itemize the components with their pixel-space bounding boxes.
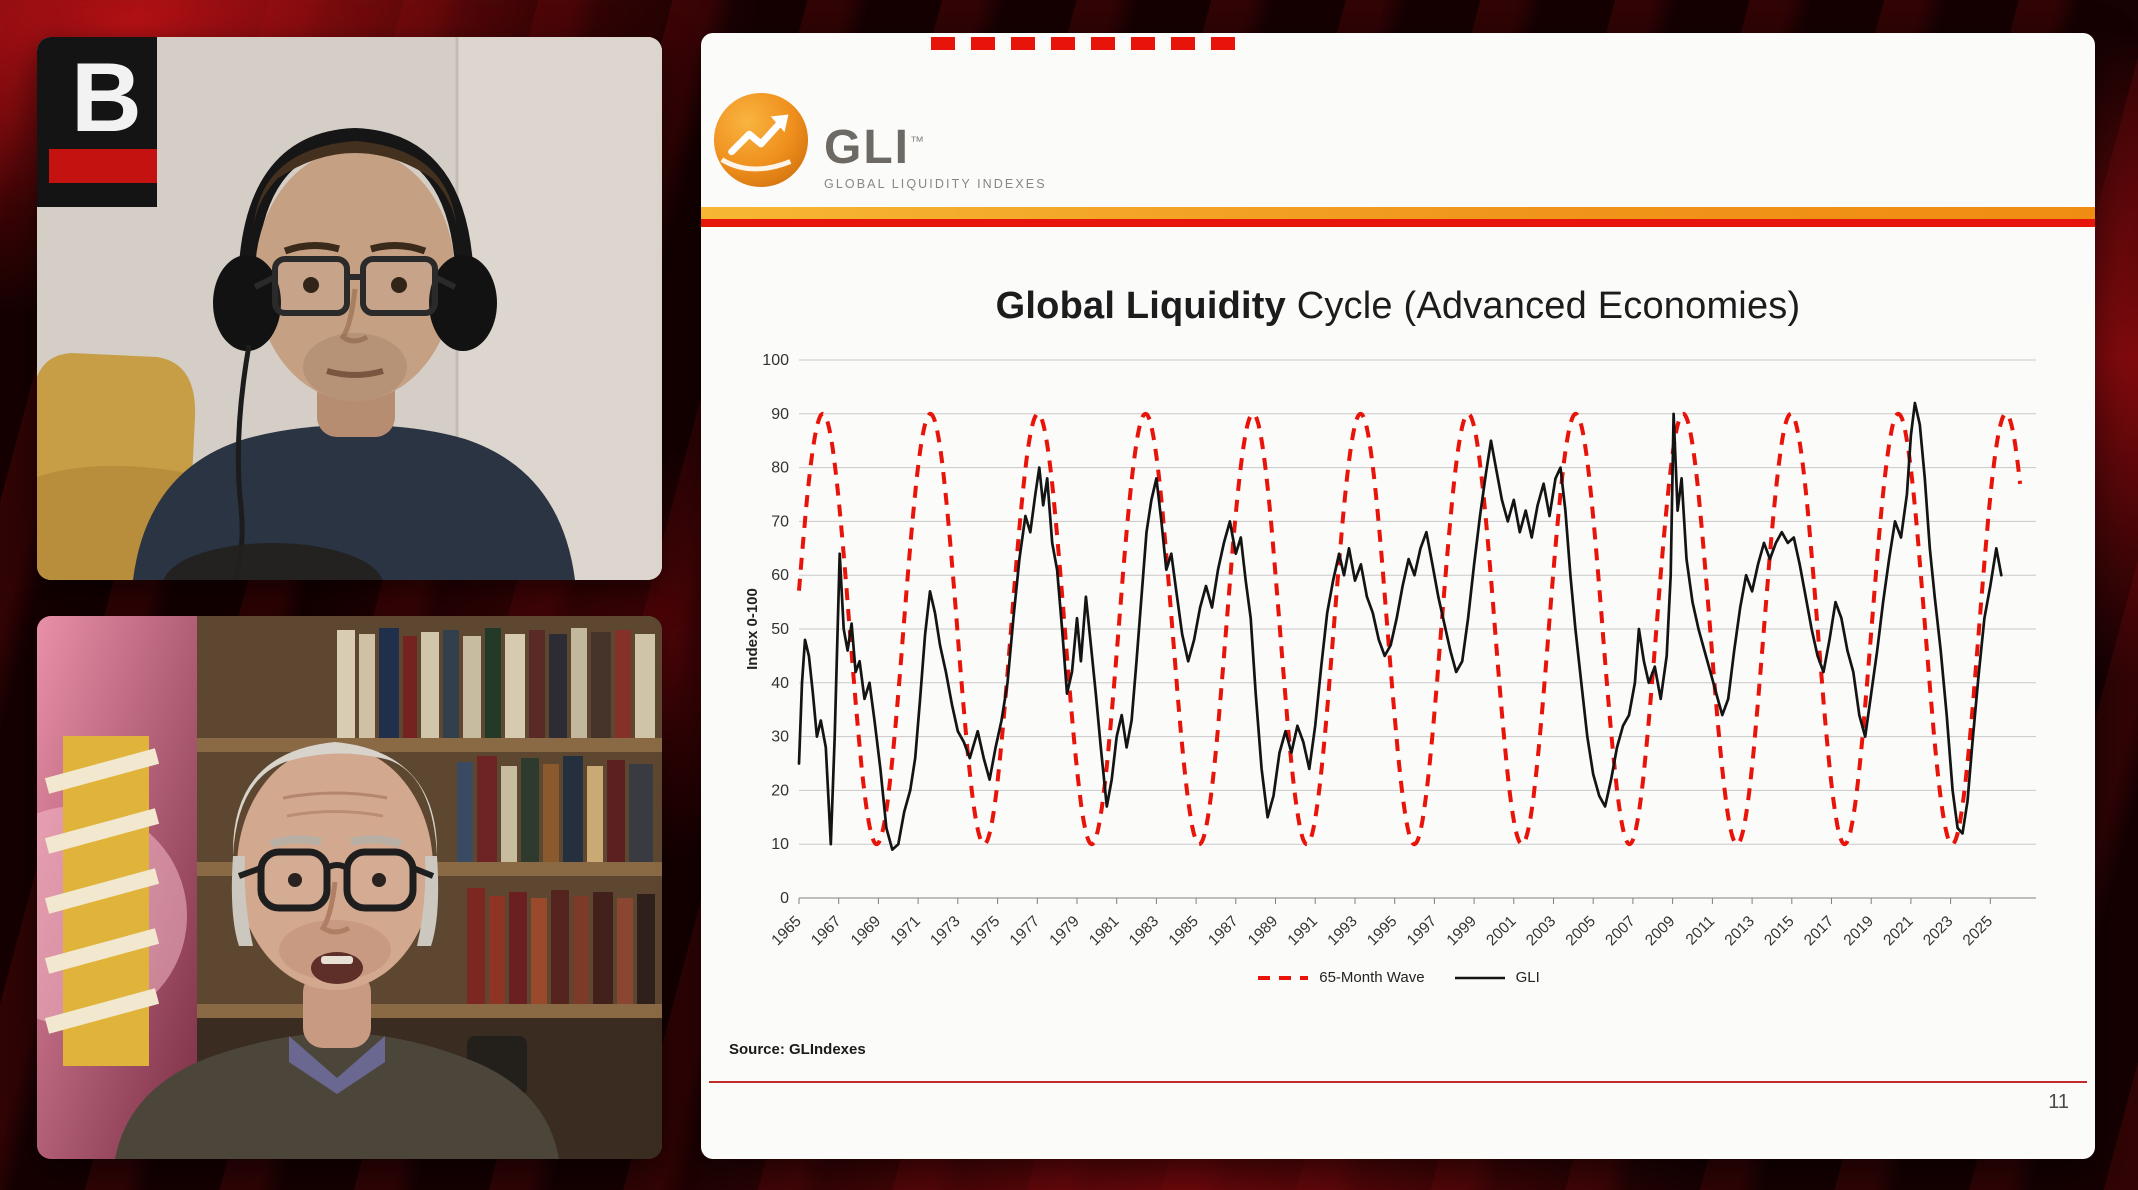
y-tick-label: 100 bbox=[762, 352, 789, 369]
studio-logo-letter: B bbox=[71, 42, 142, 152]
chart-title-bold: Global Liquidity bbox=[995, 285, 1286, 327]
x-tick-label: 1991 bbox=[1285, 913, 1321, 949]
legend-label: GLI bbox=[1515, 969, 1540, 986]
gli-logo-word: GLI bbox=[824, 121, 910, 174]
y-tick-label: 60 bbox=[771, 567, 789, 584]
gli-logo-text: GLI™ bbox=[824, 117, 1047, 172]
striped-panel bbox=[44, 736, 160, 1066]
x-tick-label: 2015 bbox=[1761, 913, 1797, 949]
x-tick-label: 1989 bbox=[1245, 913, 1281, 949]
x-tick-label: 1997 bbox=[1404, 913, 1440, 949]
x-tick-label: 2003 bbox=[1523, 913, 1559, 949]
x-tick-label: 2013 bbox=[1722, 913, 1758, 949]
y-tick-label: 70 bbox=[771, 513, 789, 530]
x-tick-label: 1977 bbox=[1007, 913, 1043, 949]
y-tick-label: 10 bbox=[771, 836, 789, 853]
x-tick-label: 2011 bbox=[1683, 913, 1719, 949]
x-tick-label: 1979 bbox=[1046, 913, 1082, 949]
accent-bar-red bbox=[701, 219, 2095, 227]
x-tick-label: 1987 bbox=[1205, 913, 1241, 949]
y-tick-label: 30 bbox=[771, 729, 789, 746]
x-tick-label: 1971 bbox=[888, 913, 924, 949]
studio-logo-panel: B bbox=[37, 37, 157, 207]
x-tick-label: 2005 bbox=[1563, 913, 1599, 949]
slide-top-dash-fragment bbox=[931, 37, 1236, 50]
gli-logo: GLI™ GLOBAL LIQUIDITY INDEXES bbox=[712, 91, 1047, 191]
x-tick-label: 2001 bbox=[1483, 913, 1519, 949]
legend-swatch bbox=[1454, 976, 1505, 979]
y-tick-label: 90 bbox=[771, 406, 789, 423]
host-portrait-image: B bbox=[37, 37, 662, 580]
source-note: Source: GLIndexes bbox=[729, 1041, 866, 1058]
x-tick-label: 1969 bbox=[848, 913, 884, 949]
legend-label: 65-Month Wave bbox=[1319, 969, 1425, 986]
shirt-collar bbox=[289, 1036, 385, 1094]
x-tick-label: 1973 bbox=[927, 913, 963, 949]
x-tick-label: 1965 bbox=[768, 913, 804, 949]
x-tick-label: 2009 bbox=[1642, 913, 1678, 949]
x-tick-label: 1975 bbox=[967, 913, 1003, 949]
guest-portrait-image bbox=[37, 616, 662, 1159]
x-tick-label: 1983 bbox=[1126, 913, 1162, 949]
guest-person bbox=[115, 742, 559, 1159]
y-tick-label: 50 bbox=[771, 621, 789, 638]
x-tick-label: 2007 bbox=[1602, 913, 1638, 949]
x-tick-label: 1967 bbox=[808, 913, 844, 949]
webcam-top: B bbox=[37, 37, 662, 580]
y-tick-label: 0 bbox=[780, 890, 789, 907]
x-tick-label: 2023 bbox=[1920, 913, 1956, 949]
headphone-earcup-left bbox=[213, 255, 281, 351]
legend-swatch bbox=[1258, 975, 1309, 980]
slide-accent-bars bbox=[701, 207, 2095, 227]
webcam-bottom bbox=[37, 616, 662, 1159]
legend-item: 65-Month Wave bbox=[1256, 969, 1425, 986]
legend-item: GLI bbox=[1453, 969, 1540, 986]
host-person bbox=[133, 127, 575, 580]
chart-legend: 65-Month Wave GLI bbox=[701, 969, 2095, 986]
y-axis-title: Index 0-100 bbox=[744, 588, 761, 670]
y-tick-label: 40 bbox=[771, 675, 789, 692]
page-number: 11 bbox=[2048, 1091, 2069, 1113]
footer-rule bbox=[709, 1081, 2087, 1083]
x-tick-label: 2017 bbox=[1801, 913, 1837, 949]
gli-series-line bbox=[797, 401, 2003, 851]
x-tick-label: 2019 bbox=[1841, 913, 1877, 949]
x-tick-label: 2021 bbox=[1880, 913, 1916, 949]
x-tick-label: 1999 bbox=[1444, 913, 1480, 949]
y-tick-label: 80 bbox=[771, 460, 789, 477]
65-month-wave-series-line bbox=[797, 411, 2023, 847]
x-tick-label: 1981 bbox=[1086, 913, 1122, 949]
y-tick-label: 20 bbox=[771, 782, 789, 799]
headphone-earcup-right bbox=[429, 255, 497, 351]
x-tick-label: 1985 bbox=[1166, 913, 1202, 949]
chart-title-rest: Cycle (Advanced Economies) bbox=[1285, 285, 1801, 327]
gli-logo-trademark: ™ bbox=[910, 133, 924, 149]
gli-logo-textblock: GLI™ GLOBAL LIQUIDITY INDEXES bbox=[824, 117, 1047, 192]
x-tick-label: 2025 bbox=[1960, 913, 1996, 949]
x-tick-label: 1993 bbox=[1324, 913, 1360, 949]
accent-bar-gold bbox=[701, 207, 2095, 219]
x-tick-label: 1995 bbox=[1364, 913, 1400, 949]
chart-area: 0 10 20 30 40 50 60 70 80 90 100 1965 1967 1969 1971 19… bbox=[741, 348, 2051, 973]
presentation-slide: GLI™ GLOBAL LIQUIDITY INDEXES Global Liq… bbox=[701, 33, 2095, 1159]
chart-title: Global Liquidity Cycle (Advanced Economi… bbox=[701, 285, 2095, 328]
gli-logo-icon bbox=[713, 92, 809, 188]
microphone bbox=[163, 543, 383, 580]
gli-logo-subtitle: GLOBAL LIQUIDITY INDEXES bbox=[824, 177, 1047, 191]
